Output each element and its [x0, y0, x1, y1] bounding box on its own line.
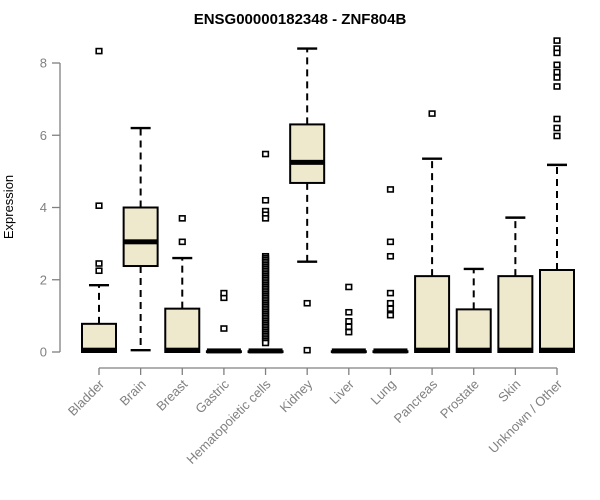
outlier-point: [345, 317, 353, 325]
median-line: [498, 347, 533, 353]
x-category-label-bladder: Bladder: [65, 376, 108, 419]
y-tick-label: 8: [40, 56, 47, 71]
boxplot-pancreas: [414, 110, 451, 354]
outlier-point: [95, 260, 103, 267]
median-line: [456, 347, 491, 353]
outlier-point: [553, 74, 561, 81]
y-tick-label: 4: [40, 200, 47, 215]
median-line: [123, 239, 158, 245]
x-category-label-breast: Breast: [153, 376, 190, 413]
median-line: [331, 348, 366, 354]
x-category-label-skin: Skin: [495, 377, 523, 405]
outlier-point: [261, 150, 270, 158]
outlier-point: [386, 252, 395, 260]
outlier-point: [386, 311, 395, 319]
outlier-point: [345, 283, 353, 291]
outlier-point: [553, 37, 561, 44]
boxplot-hematopoietic-cells: [247, 150, 284, 354]
box: [538, 268, 575, 353]
chart-title: ENSG00000182348 - ZNF804B: [194, 11, 407, 28]
outlier-point: [553, 115, 561, 123]
y-tick-label: 2: [40, 272, 47, 287]
box: [414, 275, 451, 354]
median-line: [82, 347, 116, 353]
outlier-point: [428, 110, 436, 117]
median-line: [373, 348, 408, 354]
outlier-point: [345, 308, 353, 316]
outlier-point: [261, 196, 270, 204]
outlier-point: [95, 47, 103, 55]
outlier-point: [553, 49, 561, 57]
median-line: [248, 348, 283, 354]
median-line: [206, 348, 241, 354]
y-tick-label: 6: [40, 128, 47, 143]
x-category-label-pancreas: Pancreas: [391, 376, 441, 426]
outlier-point: [553, 132, 561, 140]
outlier-point: [553, 68, 561, 76]
x-category-label-gastric: Gastric: [192, 376, 232, 416]
outlier-point: [386, 238, 395, 246]
boxplot-brain: [122, 126, 159, 352]
box: [497, 275, 534, 354]
boxplot-liver: [330, 283, 367, 354]
outlier-point: [386, 289, 395, 297]
x-category-label-lung: Lung: [368, 377, 399, 408]
y-axis-label: Expression: [1, 175, 16, 239]
outlier-point: [386, 186, 395, 193]
y-tick-label: 0: [40, 345, 47, 360]
x-category-label-liver: Liver: [326, 376, 357, 407]
outlier-point: [261, 215, 270, 222]
box: [122, 206, 159, 268]
box: [455, 308, 492, 353]
outlier-point: [303, 299, 311, 307]
boxplot-lung: [372, 186, 409, 354]
box: [289, 123, 326, 184]
median-line: [415, 347, 450, 353]
outlier-point: [345, 323, 353, 331]
x-category-label-brain: Brain: [117, 377, 149, 409]
boxplot-kidney: [289, 47, 326, 354]
axes: 0 2 4 6 8: [40, 56, 558, 375]
median-line: [539, 347, 574, 353]
outlier-point: [178, 238, 186, 246]
outlier-point: [553, 83, 561, 90]
x-category-label-prostate: Prostate: [437, 377, 482, 422]
median-line: [165, 347, 200, 353]
boxplot-skin: [497, 216, 534, 354]
boxplots: [81, 37, 575, 354]
outlier-point: [345, 328, 353, 336]
outlier-point: [95, 202, 103, 209]
outlier-point: [220, 289, 228, 297]
outlier-point: [178, 215, 186, 222]
boxplot-bladder: [81, 47, 117, 354]
outlier-point: [261, 339, 270, 347]
outlier-point: [386, 299, 395, 307]
outlier-point: [303, 346, 311, 354]
outlier-point: [95, 267, 103, 275]
box: [164, 307, 201, 353]
boxplot-unknown-other: [538, 37, 575, 353]
outlier-point: [553, 61, 561, 69]
boxplot-prostate: [455, 267, 492, 353]
x-category-label-kidney: Kidney: [277, 376, 316, 415]
median-line: [290, 159, 325, 165]
outlier-point: [386, 305, 395, 312]
outlier-point: [220, 325, 228, 332]
boxplot-breast: [164, 215, 201, 353]
boxplot-gastric: [205, 289, 242, 354]
outlier-point: [553, 124, 561, 132]
x-category-label-unknown-other: Unknown / Other: [486, 376, 566, 456]
